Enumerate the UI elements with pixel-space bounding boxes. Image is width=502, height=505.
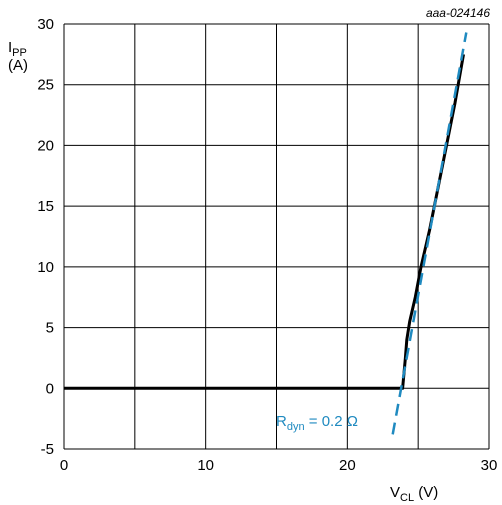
figure-id: aaa-024146 [426,6,490,20]
rdyn-annotation-sub: dyn [287,421,305,433]
tick-labels: 0 10 20 30 -5 0 5 10 15 20 25 30 [37,16,497,474]
x-tick-label: 10 [197,457,214,474]
rdyn-annotation-main: R [276,413,287,430]
x-axis-label: VCL (V) [390,484,438,504]
y-tick-label: 25 [37,77,54,94]
y-tick-label: 15 [37,198,54,215]
y-axis-label-main: I [8,39,12,56]
y-axis-unit: (A) [8,57,28,74]
x-tick-label: 0 [60,457,68,474]
y-tick-label: 20 [37,137,54,154]
rdyn-annotation-rest: = 0.2 Ω [305,413,358,430]
rdyn-annotation: Rdyn = 0.2 Ω [276,413,358,433]
y-tick-label: -5 [41,441,54,458]
y-tick-label: 0 [46,380,54,397]
x-axis-label-main: V [390,484,400,501]
y-tick-label: 10 [37,259,54,276]
y-tick-label: 30 [37,16,54,33]
y-axis-label: IPP [8,39,27,59]
series-group [64,32,468,435]
y-tick-label: 5 [46,320,54,337]
series-line-measured [64,54,465,390]
x-tick-label: 30 [481,457,498,474]
x-axis-label-unit: (V) [414,484,438,501]
y-axis-label-sub: PP [12,47,27,59]
x-tick-label: 20 [339,457,356,474]
x-axis-label-sub: CL [400,492,414,504]
series-line-fit [391,32,468,435]
grid [63,23,490,450]
